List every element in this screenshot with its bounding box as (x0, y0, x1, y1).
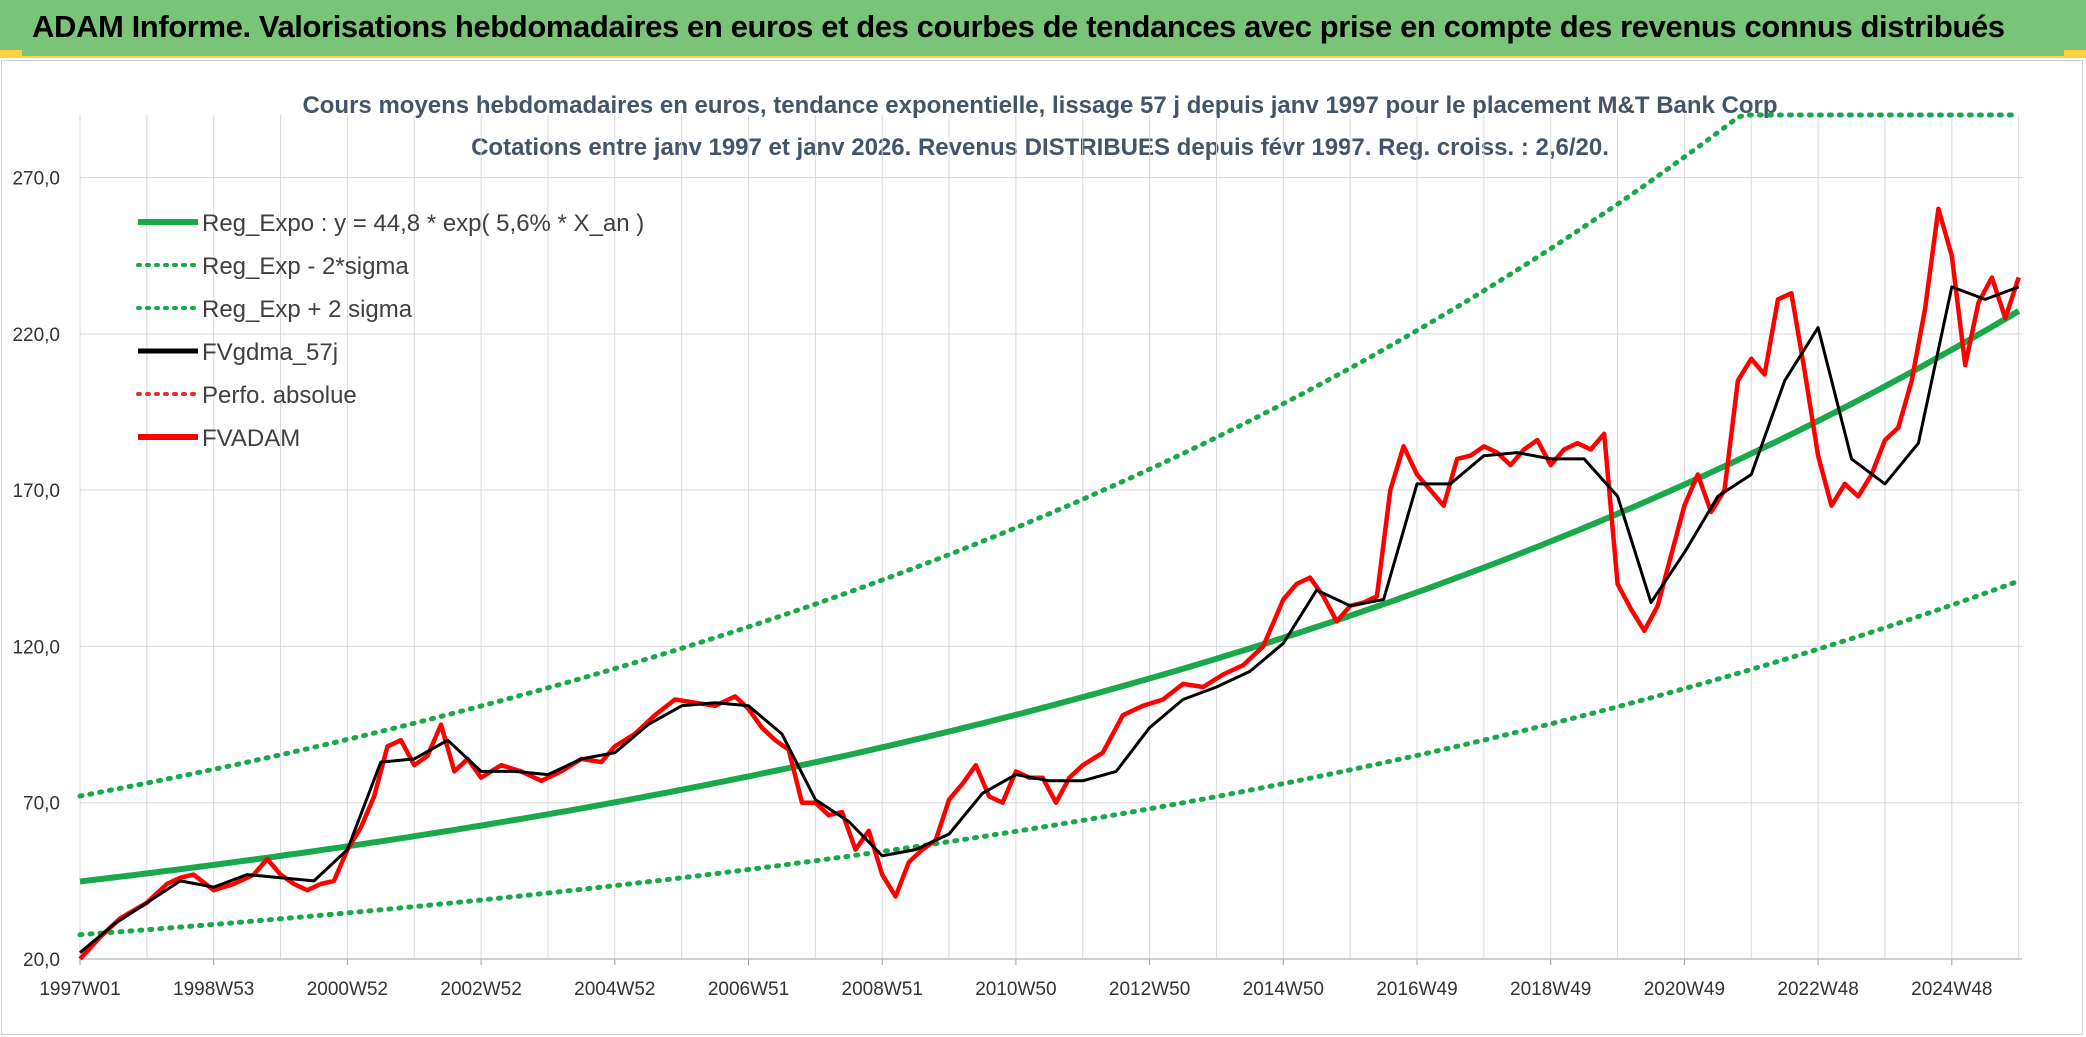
x-tick-label: 2010W50 (975, 979, 1056, 1000)
x-tick-label: 2012W50 (1109, 979, 1190, 1000)
x-tick-label: 2008W51 (842, 979, 923, 1000)
x-tick-label: 2016W49 (1376, 979, 1457, 1000)
y-tick-label: 170,0 (12, 481, 60, 502)
series-reg-low (77, 578, 2022, 938)
report-header: ADAM Informe. Valorisations hebdomadaire… (0, 0, 2086, 58)
chart-title-line1: Cours moyens hebdomadaires en euros, ten… (302, 92, 1777, 119)
report-title: ADAM Informe. Valorisations hebdomadaire… (32, 9, 2005, 44)
x-tick-label: 1998W53 (173, 979, 254, 1000)
chart-frame (1, 60, 2083, 1035)
x-tick-label: 2004W52 (574, 979, 655, 1000)
x-tick-label: 1997W01 (39, 979, 120, 1000)
y-tick-label: 70,0 (23, 794, 60, 815)
x-tick-label: 2000W52 (307, 979, 388, 1000)
series-reg-high (77, 112, 2022, 799)
grid (79, 115, 2022, 965)
series-fvgdma-57j (79, 285, 2020, 954)
series-layer (77, 112, 2022, 961)
y-tick-label: 20,0 (23, 950, 60, 971)
header-corner-left (0, 50, 22, 58)
legend-label-smooth: FVgdma_57j (202, 339, 338, 366)
x-tick-label: 2002W52 (440, 979, 521, 1000)
header-corner-right (2064, 50, 2086, 58)
legend-label-reg: Reg_Expo : y = 44,8 * exp( 5,6% * X_an ) (202, 210, 644, 237)
y-tick-label: 120,0 (12, 637, 60, 658)
legend-label-perfo: Perfo. absolue (202, 382, 357, 409)
series-reg-expo (79, 308, 2021, 885)
x-tick-label: 2006W51 (708, 979, 789, 1000)
x-tick-label: 2014W50 (1243, 979, 1324, 1000)
axis-labels: 20,0 70,0 120,0 170,0 220,0 270,0 1997W01 1998W… (12, 169, 1992, 1000)
x-tick-label: 2018W49 (1510, 979, 1591, 1000)
chart-title-line2: Cotations entre janv 1997 et janv 2026. … (471, 134, 1609, 161)
x-tick-label: 2024W48 (1911, 979, 1992, 1000)
legend-label-low: Reg_Exp - 2*sigma (202, 253, 409, 280)
x-tick-label: 2020W49 (1644, 979, 1725, 1000)
legend-label-price: FVADAM (202, 425, 300, 452)
x-tick-label: 2022W48 (1777, 979, 1858, 1000)
y-tick-label: 220,0 (12, 325, 60, 346)
y-tick-label: 270,0 (12, 169, 60, 190)
series-fvadam (78, 206, 2021, 961)
legend: Reg_Expo : y = 44,8 * exp( 5,6% * X_an )… (136, 210, 644, 452)
legend-label-high: Reg_Exp + 2 sigma (202, 296, 413, 323)
